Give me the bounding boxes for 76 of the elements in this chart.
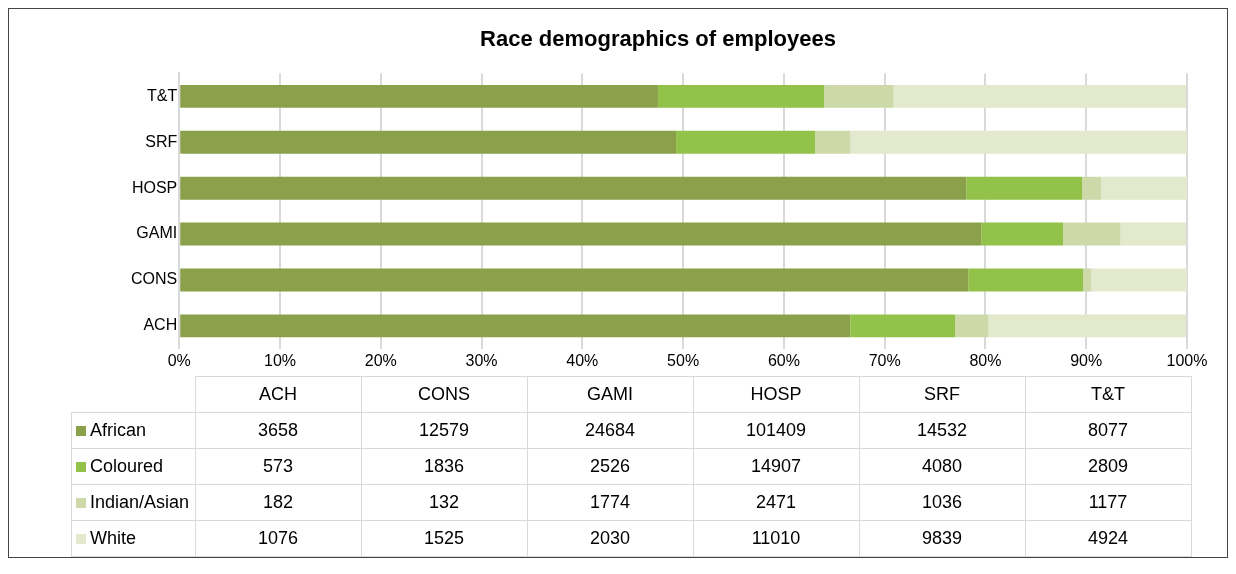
bar	[180, 268, 969, 292]
data-label: 3658	[195, 412, 361, 449]
x-tick-label: 100%	[1166, 351, 1208, 369]
data-label: 132	[361, 484, 527, 521]
data-label: 2526	[527, 448, 693, 485]
bar	[676, 130, 816, 154]
y-tick-label: SRF	[145, 132, 178, 150]
category-label: GAMI	[527, 376, 693, 413]
legend-label: White	[71, 520, 195, 557]
bar	[824, 84, 894, 108]
data-label: 8077	[1025, 412, 1191, 449]
category-label: T&T	[1025, 376, 1191, 413]
y-tick-label: CONS	[130, 270, 178, 288]
data-label: 573	[195, 448, 361, 485]
bar	[1120, 222, 1186, 246]
y-tick-label: T&T	[147, 86, 178, 104]
data-label: 101409	[693, 412, 859, 449]
data-label: 12579	[361, 412, 527, 449]
bar	[1101, 176, 1187, 200]
legend-label: Coloured	[71, 448, 195, 485]
data-label: 14907	[693, 448, 859, 485]
category-label: HOSP	[693, 376, 859, 413]
bar	[1083, 268, 1092, 292]
x-tick-label: 0%	[167, 351, 191, 369]
data-label: 1036	[859, 484, 1025, 521]
x-tick-label: 90%	[1070, 351, 1103, 369]
data-label: 1525	[361, 520, 527, 557]
bar	[893, 84, 1186, 108]
bar	[180, 314, 851, 338]
y-tick-label: GAMI	[136, 224, 178, 242]
x-tick-label: 80%	[969, 351, 1002, 369]
data-label: 1836	[361, 448, 527, 485]
bar	[180, 84, 658, 108]
x-tick-label: 50%	[667, 351, 700, 369]
bar	[815, 130, 851, 154]
category-label: ACH	[195, 376, 361, 413]
legend-label: Indian/Asian	[71, 484, 195, 521]
data-label: 182	[195, 484, 361, 521]
data-label: 14532	[859, 412, 1025, 449]
data-label: 24684	[527, 412, 693, 449]
legend-label: African	[71, 412, 195, 449]
bar	[981, 222, 1064, 246]
x-tick-label: 30%	[465, 351, 498, 369]
x-tick-label: 40%	[566, 351, 599, 369]
bar	[988, 314, 1186, 338]
bar	[180, 176, 967, 200]
data-label: 1774	[527, 484, 693, 521]
data-label: 4924	[1025, 520, 1191, 557]
x-tick-label: 60%	[767, 351, 800, 369]
x-tick-label: 10%	[263, 351, 297, 369]
data-label: 1076	[195, 520, 361, 557]
data-label: 9839	[859, 520, 1025, 557]
data-label: 4080	[859, 448, 1025, 485]
bar	[966, 176, 1083, 200]
bar	[1091, 268, 1187, 292]
y-tick-label: ACH	[143, 316, 178, 334]
y-tick-label: HOSP	[131, 178, 178, 196]
data-label: 1177	[1025, 484, 1191, 521]
x-tick-label: 70%	[868, 351, 901, 369]
category-label: SRF	[859, 376, 1025, 413]
bar	[850, 130, 1187, 154]
bar	[1063, 222, 1121, 246]
bar	[968, 268, 1084, 292]
bar	[180, 222, 982, 246]
bar	[1082, 176, 1102, 200]
bar	[955, 314, 989, 338]
data-label: 2471	[693, 484, 859, 521]
bar	[180, 130, 677, 154]
data-label: 2030	[527, 520, 693, 557]
chart-title: Race demographics of employees	[480, 26, 836, 52]
data-label: 11010	[693, 520, 859, 557]
x-tick-label: 20%	[364, 351, 397, 369]
bar	[657, 84, 825, 108]
bar	[850, 314, 956, 338]
data-label: 2809	[1025, 448, 1191, 485]
category-label: CONS	[361, 376, 527, 413]
